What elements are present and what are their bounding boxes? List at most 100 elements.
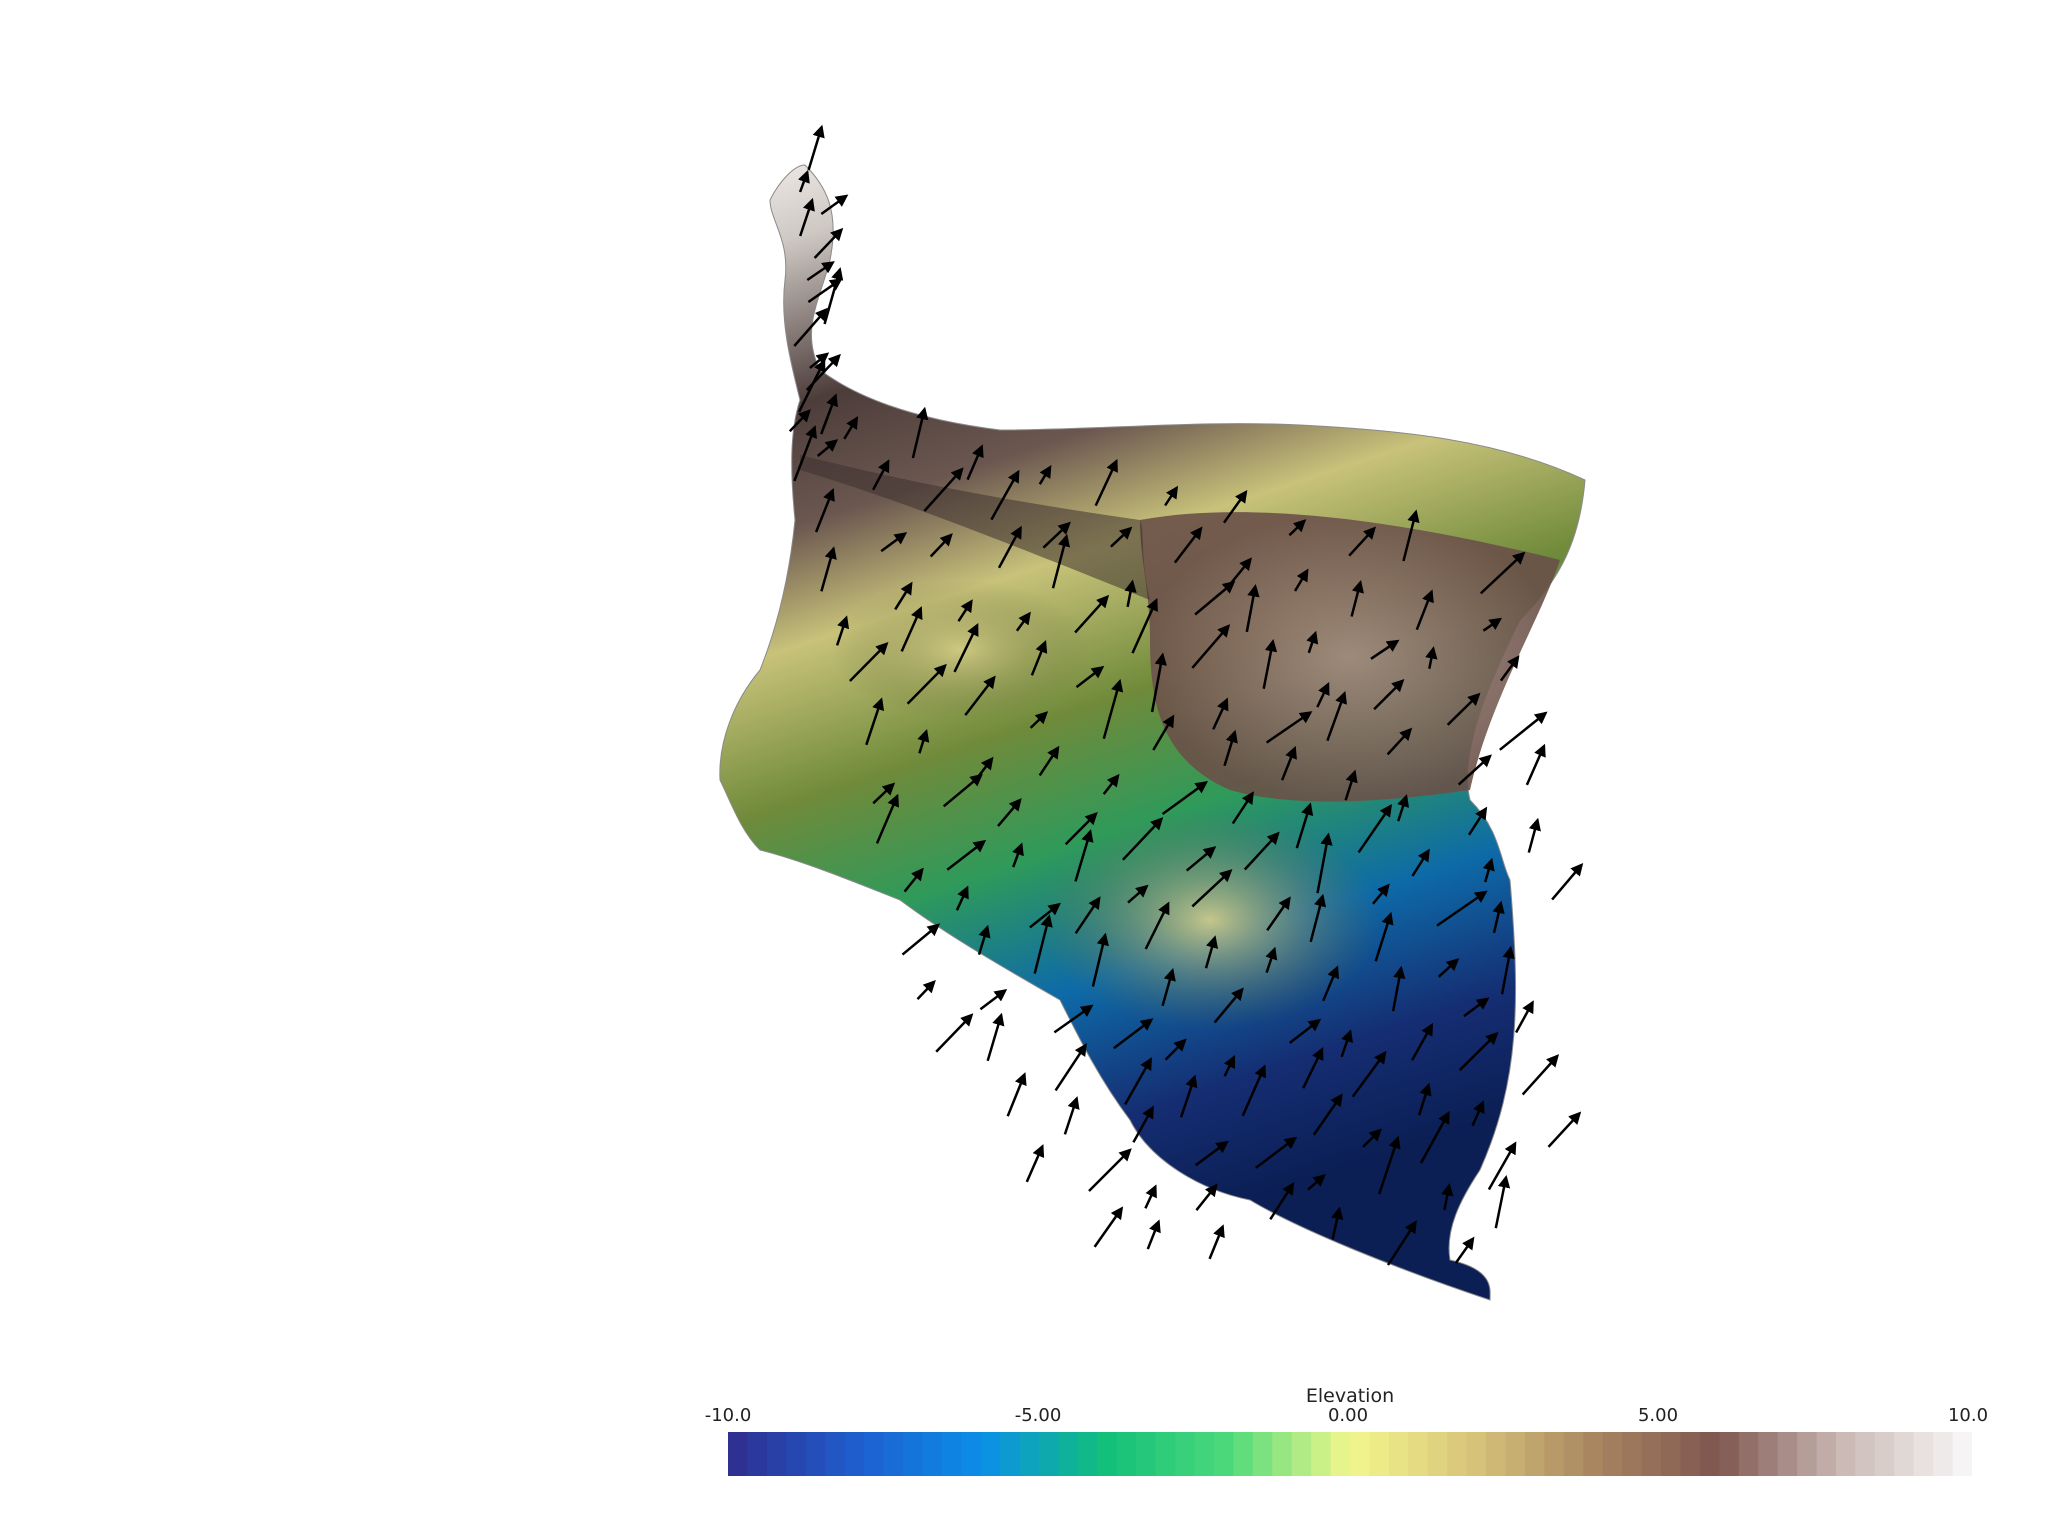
vector-arrow xyxy=(997,525,1022,569)
vector-arrow xyxy=(1351,1050,1387,1098)
vector-arrow xyxy=(1245,584,1260,633)
vector-arrow xyxy=(1152,714,1175,751)
vector-arrow xyxy=(1064,812,1098,846)
vector-arrow xyxy=(1499,711,1548,751)
colorbar-segment xyxy=(766,1432,787,1476)
vector-arrow xyxy=(1124,1057,1152,1106)
colorbar-segment xyxy=(1000,1432,1021,1476)
vector-arrow xyxy=(1309,893,1327,943)
colorbar-segment xyxy=(1797,1432,1818,1476)
vector-arrow xyxy=(823,267,844,325)
colorbar-tick-label: 5.00 xyxy=(1637,1405,1679,1426)
vector-arrow xyxy=(1054,1043,1087,1092)
vector-arrow xyxy=(1307,1173,1326,1191)
vector-arrow xyxy=(1191,869,1233,908)
vector-arrow xyxy=(990,469,1020,521)
colorbar-segment xyxy=(1233,1432,1254,1476)
vector-arrow xyxy=(979,988,1008,1011)
colorbar-segment xyxy=(1563,1432,1584,1476)
colorbar-segment xyxy=(1855,1432,1876,1476)
vector-arrow xyxy=(917,729,930,754)
vector-arrow xyxy=(900,606,923,652)
vector-arrow xyxy=(1306,630,1319,654)
colorbar-segment xyxy=(1699,1432,1720,1476)
colorbar-tick-label: 0.00 xyxy=(1327,1405,1369,1426)
vector-arrow xyxy=(1051,533,1071,589)
vector-arrow xyxy=(1487,1141,1517,1191)
vector-arrow xyxy=(1053,1004,1094,1034)
colorbar-segment xyxy=(1738,1432,1759,1476)
vector-arrow xyxy=(1302,1047,1324,1089)
vector-arrow xyxy=(935,1013,974,1053)
colorbar-segment xyxy=(1252,1432,1273,1476)
vector-arrow xyxy=(957,599,973,622)
colorbar-segment xyxy=(902,1432,923,1476)
colorbar-segment xyxy=(1486,1432,1507,1476)
colorbar-segment xyxy=(728,1432,749,1476)
vector-arrow xyxy=(1088,1148,1132,1192)
vector-arrow xyxy=(793,425,817,482)
vector-arrow xyxy=(1312,1093,1343,1136)
vector-arrow xyxy=(1212,697,1229,730)
vector-arrow xyxy=(1525,743,1546,786)
colorbar-segment xyxy=(844,1432,865,1476)
colorbar-segment xyxy=(747,1432,768,1476)
vector-arrow xyxy=(820,546,837,592)
vector-arrow xyxy=(946,839,987,871)
vector-arrow xyxy=(1436,890,1488,927)
vector-arrow xyxy=(1316,832,1333,894)
vector-arrow xyxy=(813,227,844,259)
colorbar-segment xyxy=(1097,1432,1118,1476)
vector-arrow xyxy=(1243,831,1280,871)
colorbar-segment xyxy=(1058,1432,1079,1476)
vector-arrow xyxy=(1454,1236,1475,1264)
colorbar-segment xyxy=(805,1432,826,1476)
colorbar-segment xyxy=(980,1432,1001,1476)
vector-arrow xyxy=(1222,489,1248,524)
vector-arrow xyxy=(1102,773,1120,795)
vector-glyphs xyxy=(788,124,1584,1266)
vector-arrow xyxy=(865,697,885,746)
vector-arrow xyxy=(1194,580,1236,616)
vector-arrow xyxy=(807,124,825,171)
vector-arrow xyxy=(1288,1018,1322,1044)
vector-arrow xyxy=(1266,896,1291,932)
vector-arrow xyxy=(1326,690,1347,742)
vector-arrow xyxy=(816,439,839,457)
vector-arrow xyxy=(1173,526,1203,564)
vector-arrow xyxy=(1500,945,1515,995)
vector-arrow xyxy=(1463,997,1490,1018)
vector-arrow xyxy=(1391,965,1406,1012)
vector-arrow xyxy=(1458,1031,1499,1072)
vector-arrow xyxy=(964,675,996,716)
vector-arrow xyxy=(894,581,913,611)
colorbar-segment xyxy=(825,1432,846,1476)
vector-arrow xyxy=(901,923,941,956)
vector-arrow xyxy=(1425,646,1438,669)
vector-arrow xyxy=(1006,1072,1027,1117)
vector-arrow xyxy=(1121,817,1164,861)
vector-arrow xyxy=(1280,745,1297,781)
vector-arrow xyxy=(1042,521,1071,549)
vector-arrow xyxy=(1417,1082,1432,1116)
vector-arrow xyxy=(1262,638,1278,689)
vector-arrow xyxy=(1386,1220,1417,1266)
colorbar-segment xyxy=(1291,1432,1312,1476)
vector-arrow xyxy=(1397,794,1410,822)
vector-arrow xyxy=(1074,829,1094,882)
colorbar-segment xyxy=(1175,1432,1196,1476)
colorbar-segment xyxy=(1311,1432,1332,1476)
colorbar-segment xyxy=(1077,1432,1098,1476)
vector-arrow xyxy=(1063,1096,1080,1135)
vector-arrow xyxy=(1446,692,1481,726)
vector-arrow xyxy=(1146,1219,1161,1250)
vector-arrow xyxy=(1340,1029,1353,1058)
vector-arrow xyxy=(1102,678,1124,740)
colorbar-segment xyxy=(1661,1432,1682,1476)
vector-arrow xyxy=(966,444,984,481)
vector-arrow xyxy=(1185,846,1217,872)
vector-arrow xyxy=(871,459,890,491)
colorbar-segment xyxy=(1505,1432,1526,1476)
